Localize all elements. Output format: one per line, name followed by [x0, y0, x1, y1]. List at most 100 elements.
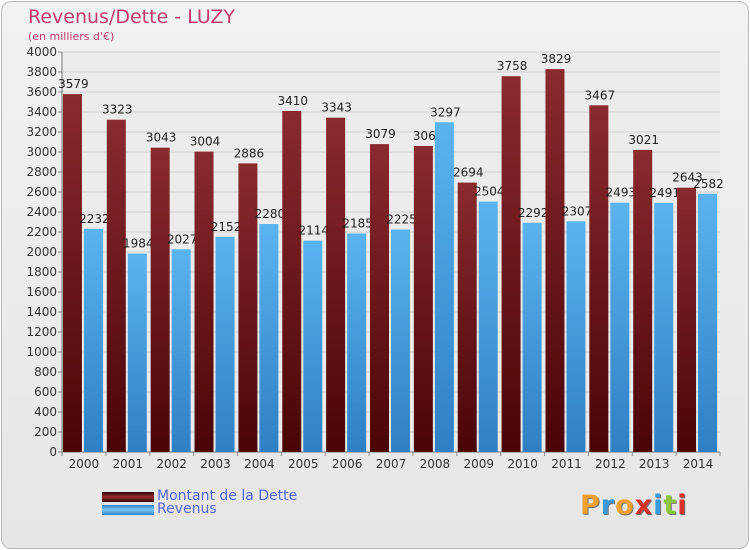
data-label-revenus: 2280 — [255, 207, 286, 221]
data-label-revenus: 2491 — [649, 186, 680, 200]
logo-letter: i — [653, 490, 664, 521]
legend-swatch-revenus — [102, 505, 154, 515]
y-tick-label: 0 — [49, 445, 57, 459]
data-label-dette: 3579 — [58, 77, 89, 91]
y-tick-label: 2200 — [26, 225, 57, 239]
y-tick-label: 200 — [34, 425, 57, 439]
y-tick-label: 3600 — [26, 85, 57, 99]
bar-revenus — [127, 253, 147, 452]
legend-label-revenus: Revenus — [157, 501, 217, 517]
bar-revenus — [259, 224, 279, 452]
bar-revenus — [654, 202, 674, 452]
data-label-revenus: 2504 — [474, 185, 505, 199]
y-tick-label: 2800 — [26, 165, 57, 179]
y-tick-label: 1800 — [26, 265, 57, 279]
bar-revenus — [566, 221, 586, 452]
x-tick-label: 2012 — [595, 457, 626, 471]
data-label-dette: 3079 — [365, 127, 396, 141]
data-label-revenus: 2307 — [562, 204, 593, 218]
data-label-dette: 3758 — [497, 59, 528, 73]
data-label-dette: 2694 — [453, 166, 484, 180]
y-tick-label: 3800 — [26, 65, 57, 79]
bar-dette — [150, 147, 170, 452]
data-label-dette: 3043 — [146, 131, 177, 145]
bar-revenus — [698, 193, 718, 453]
data-label-dette: 3467 — [585, 88, 616, 102]
bar-dette — [677, 187, 697, 452]
x-tick-label: 2000 — [69, 457, 100, 471]
bar-revenus — [171, 249, 191, 452]
x-tick-label: 2005 — [288, 457, 319, 471]
x-tick-label: 2008 — [420, 457, 451, 471]
data-label-dette: 3004 — [190, 135, 221, 149]
y-tick-label: 1000 — [26, 345, 57, 359]
data-label-revenus: 2292 — [518, 206, 549, 220]
y-tick-label: 2400 — [26, 205, 57, 219]
bar-revenus — [522, 222, 542, 452]
bar-dette — [545, 69, 565, 452]
bar-dette — [194, 151, 214, 452]
y-tick-label: 2000 — [26, 245, 57, 259]
data-label-dette: 3829 — [541, 52, 572, 66]
y-tick-label: 1400 — [26, 305, 57, 319]
x-tick-label: 2011 — [551, 457, 582, 471]
y-tick-label: 1200 — [26, 325, 57, 339]
bar-dette — [370, 144, 389, 452]
data-label-revenus: 2232 — [79, 212, 110, 226]
proxiti-logo: Proxiti — [580, 490, 688, 521]
x-tick-label: 2001 — [113, 457, 144, 471]
logo-letter: t — [663, 490, 678, 521]
bar-dette — [413, 146, 433, 452]
bar-revenus — [434, 122, 454, 453]
y-tick-label: 600 — [34, 385, 57, 399]
data-label-dette: 3410 — [277, 94, 308, 108]
bar-dette — [282, 111, 302, 452]
bar-dette — [589, 105, 609, 453]
bar-dette — [62, 94, 82, 452]
data-label-revenus: 2493 — [606, 186, 637, 200]
y-tick-label: 400 — [34, 405, 57, 419]
x-tick-label: 2007 — [376, 457, 407, 471]
y-tick-label: 800 — [34, 365, 57, 379]
logo-letter: i — [677, 490, 688, 521]
chart-subtitle: (en milliers d'€) — [28, 30, 115, 43]
bar-revenus — [347, 233, 367, 452]
y-tick-label: 2600 — [26, 185, 57, 199]
y-tick-label: 3400 — [26, 105, 57, 119]
x-tick-label: 2002 — [156, 457, 187, 471]
bar-dette — [501, 76, 521, 452]
bar-revenus — [478, 201, 498, 452]
logo-letter: r — [600, 490, 616, 521]
data-label-dette: 3323 — [102, 103, 133, 117]
data-label-dette: 2886 — [234, 146, 265, 160]
bar-revenus — [215, 236, 235, 452]
data-label-dette: 306 — [413, 129, 436, 143]
bar-revenus — [83, 228, 103, 452]
data-label-dette: 2643 — [672, 171, 703, 185]
chart-title: Revenus/Dette - LUZY — [28, 6, 236, 28]
x-tick-label: 2014 — [683, 457, 714, 471]
data-label-revenus: 2185 — [342, 217, 373, 231]
bar-revenus — [610, 202, 630, 452]
x-tick-label: 2010 — [507, 457, 538, 471]
bar-dette — [238, 163, 258, 452]
data-label-revenus: 2582 — [693, 177, 724, 191]
bar-dette — [633, 149, 653, 452]
y-tick-label: 3000 — [26, 145, 57, 159]
data-label-revenus: 1984 — [123, 237, 154, 251]
data-label-dette: 3021 — [628, 133, 659, 147]
x-tick-label: 2006 — [332, 457, 363, 471]
y-tick-label: 3200 — [26, 125, 57, 139]
y-tick-label: 4000 — [26, 45, 57, 59]
bar-revenus — [391, 229, 410, 452]
y-tick-label: 1600 — [26, 285, 57, 299]
data-label-revenus: 3297 — [430, 105, 461, 119]
x-tick-label: 2013 — [639, 457, 670, 471]
logo-letter: P — [580, 490, 601, 521]
bar-dette — [106, 119, 126, 452]
bar-dette — [457, 182, 477, 452]
logo-letter: o — [615, 490, 635, 521]
logo-letter: x — [634, 490, 654, 521]
